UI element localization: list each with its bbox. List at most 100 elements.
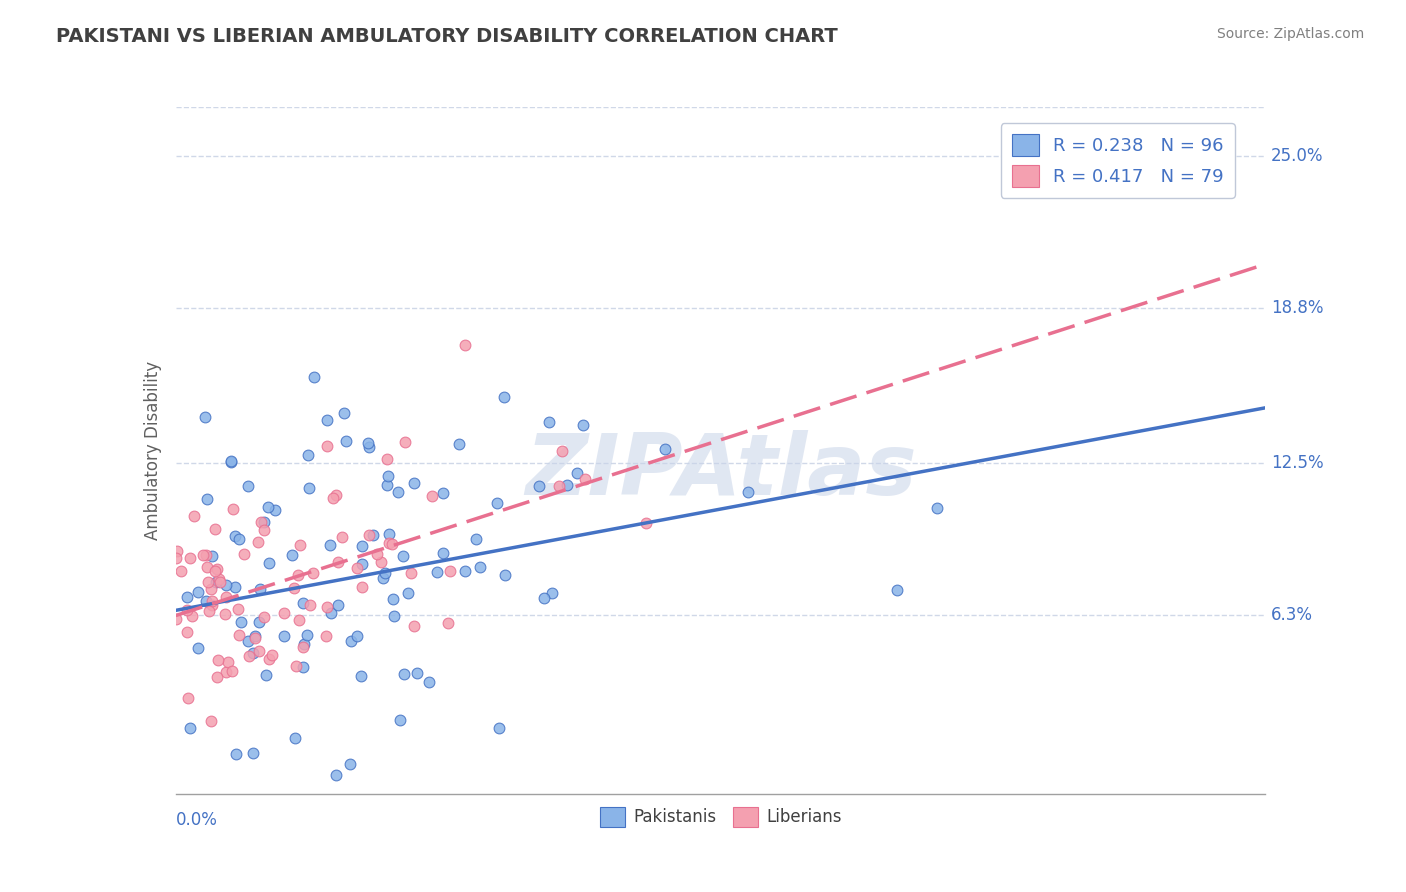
Point xyxy=(176,625,198,640)
Point xyxy=(194,594,217,608)
Point xyxy=(425,566,447,580)
Text: PAKISTANI VS LIBERIAN AMBULATORY DISABILITY CORRELATION CHART: PAKISTANI VS LIBERIAN AMBULATORY DISABIL… xyxy=(56,27,838,45)
Point xyxy=(257,652,280,666)
Point xyxy=(200,714,222,728)
Point xyxy=(200,582,222,596)
Y-axis label: Ambulatory Disability: Ambulatory Disability xyxy=(143,361,162,540)
Point xyxy=(335,434,357,449)
Point xyxy=(204,564,226,578)
Point xyxy=(418,675,440,690)
Point xyxy=(375,477,398,491)
Text: 18.8%: 18.8% xyxy=(1271,299,1323,318)
Point xyxy=(245,631,267,645)
Point xyxy=(253,523,276,537)
Point xyxy=(197,575,219,590)
Point xyxy=(315,629,337,643)
Point xyxy=(325,767,347,781)
Point xyxy=(165,551,187,566)
Point xyxy=(179,721,201,735)
Point xyxy=(290,800,312,814)
Point xyxy=(201,549,224,564)
Point xyxy=(215,590,238,604)
Point xyxy=(238,649,260,664)
Point xyxy=(284,659,307,673)
Point xyxy=(208,572,231,586)
Point xyxy=(284,731,307,745)
Point xyxy=(247,615,270,629)
Point xyxy=(527,479,550,493)
Point xyxy=(394,435,416,450)
Point xyxy=(214,607,236,621)
Point xyxy=(350,580,373,594)
Point xyxy=(374,566,396,580)
Point xyxy=(225,747,247,762)
Point xyxy=(533,591,555,605)
Point xyxy=(176,603,198,617)
Text: ZIPAtlas: ZIPAtlas xyxy=(524,430,917,513)
Point xyxy=(242,646,264,660)
Point xyxy=(201,599,224,613)
Point xyxy=(207,562,229,576)
Point xyxy=(207,653,229,667)
Point xyxy=(236,479,259,493)
Point xyxy=(437,616,460,631)
Point xyxy=(187,641,209,656)
Point xyxy=(228,628,250,642)
Point xyxy=(357,440,380,454)
Point xyxy=(396,586,419,600)
Point xyxy=(321,491,343,505)
Point xyxy=(494,568,516,582)
Point xyxy=(352,557,374,571)
Text: 0.0%: 0.0% xyxy=(176,811,218,829)
Point xyxy=(318,538,340,552)
Point xyxy=(382,608,405,623)
Point xyxy=(927,500,949,515)
Text: 6.3%: 6.3% xyxy=(1271,606,1313,624)
Text: Source: ZipAtlas.com: Source: ZipAtlas.com xyxy=(1216,27,1364,41)
Point xyxy=(439,564,461,578)
Point xyxy=(179,550,201,565)
Point xyxy=(195,560,218,574)
Point xyxy=(297,448,319,462)
Text: 25.0%: 25.0% xyxy=(1271,147,1323,165)
Point xyxy=(402,476,425,491)
Point xyxy=(187,584,209,599)
Point xyxy=(574,472,596,486)
Point xyxy=(299,599,322,613)
Point xyxy=(195,492,218,507)
Point xyxy=(205,670,228,684)
Point xyxy=(214,577,236,591)
Point xyxy=(488,721,510,735)
Point xyxy=(222,501,245,516)
Point xyxy=(325,488,347,502)
Point xyxy=(357,436,380,450)
Point xyxy=(346,561,368,575)
Point xyxy=(176,590,198,604)
Point xyxy=(219,454,242,468)
Point xyxy=(292,660,315,674)
Point xyxy=(273,629,295,643)
Point xyxy=(245,629,267,643)
Point xyxy=(548,478,571,492)
Point xyxy=(247,534,270,549)
Point xyxy=(389,713,412,727)
Point xyxy=(302,566,325,581)
Point xyxy=(257,500,280,514)
Point xyxy=(198,797,221,812)
Point xyxy=(254,668,277,682)
Point xyxy=(454,337,477,351)
Point xyxy=(555,478,578,492)
Point xyxy=(242,746,264,760)
Point xyxy=(252,610,274,624)
Point xyxy=(381,591,404,606)
Point xyxy=(886,582,908,597)
Point xyxy=(432,546,454,560)
Point xyxy=(315,439,337,453)
Point xyxy=(209,575,232,590)
Point xyxy=(387,484,409,499)
Point xyxy=(366,547,388,561)
Point xyxy=(201,594,224,608)
Point xyxy=(247,644,270,658)
Point xyxy=(236,634,259,648)
Point xyxy=(321,606,343,620)
